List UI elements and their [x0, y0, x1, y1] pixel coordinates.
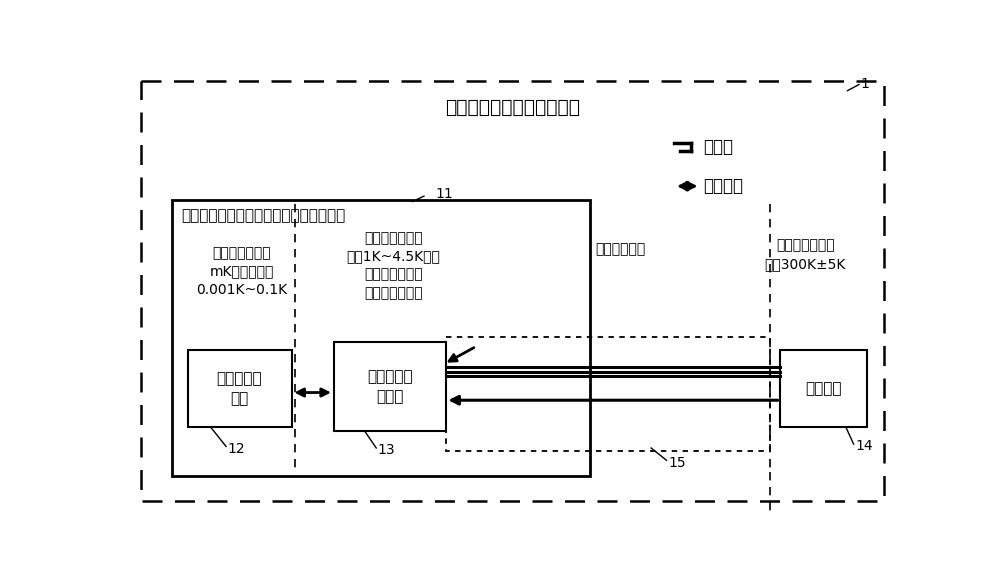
Text: 12: 12 [228, 442, 245, 456]
Bar [780, 350, 867, 427]
Text: 1: 1 [861, 77, 869, 91]
Text: 第二温度区间，
例如1K~4.5K，有
的情况下与第一
温度区间有交集: 第二温度区间， 例如1K~4.5K，有 的情况下与第一 温度区间有交集 [346, 231, 440, 300]
Text: 第三温度区间，
例如300K±5K: 第三温度区间， 例如300K±5K [764, 238, 846, 271]
Text: 15: 15 [668, 456, 686, 469]
Text: 辅助电路: 辅助电路 [703, 177, 743, 195]
Text: 第一温度区间，
mK量级，例如
0.001K~0.1K: 第一温度区间， mK量级，例如 0.001K~0.1K [196, 246, 287, 297]
Text: 超导量子处
理器: 超导量子处 理器 [217, 372, 262, 406]
Text: 低温电子功
能单元: 低温电子功 能单元 [367, 369, 412, 404]
Text: 室温终端: 室温终端 [805, 381, 842, 396]
Text: 11: 11 [436, 187, 453, 201]
Bar [188, 350, 292, 427]
Text: 13: 13 [378, 444, 395, 457]
Text: 主电路: 主电路 [703, 138, 733, 156]
Text: 温度可控的低温设备，例如为低温恒温器: 温度可控的低温设备，例如为低温恒温器 [181, 208, 346, 223]
Text: 第四温度区间: 第四温度区间 [595, 242, 645, 256]
Bar [172, 200, 590, 476]
Text: 超导量子计算机的系统架构: 超导量子计算机的系统架构 [445, 98, 580, 117]
Text: 14: 14 [855, 439, 873, 453]
Bar [446, 337, 770, 451]
Bar [334, 343, 446, 431]
